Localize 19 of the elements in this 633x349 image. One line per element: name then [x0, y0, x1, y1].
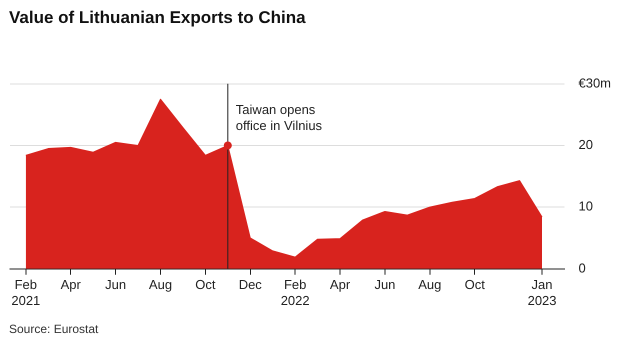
- x-tick-label: Jan 2023: [528, 277, 556, 308]
- x-tick-label: Apr: [330, 277, 351, 292]
- x-tick-label: Feb 2021: [11, 277, 40, 308]
- y-tick-label: 10: [578, 198, 593, 214]
- chart-title: Value of Lithuanian Exports to China: [9, 8, 306, 28]
- y-tick-label: 20: [578, 137, 593, 152]
- x-tick-label: Aug: [148, 277, 172, 292]
- y-tick-label: 0: [578, 260, 586, 276]
- x-tick-label: Oct: [464, 277, 486, 292]
- x-tick-label: Jun: [374, 277, 396, 292]
- x-tick-label: Feb 2022: [280, 277, 310, 308]
- y-tick-label: €30m: [578, 75, 612, 90]
- x-tick-label: Apr: [60, 277, 82, 292]
- x-tick-label: Jun: [105, 277, 126, 292]
- source-note: Source: Eurostat: [9, 322, 98, 336]
- x-tick-label: Oct: [195, 277, 216, 292]
- x-tick-label: Dec: [238, 277, 262, 292]
- annotation: Taiwan opens office in Vilnius: [236, 102, 323, 133]
- x-tick-label: Aug: [418, 277, 442, 292]
